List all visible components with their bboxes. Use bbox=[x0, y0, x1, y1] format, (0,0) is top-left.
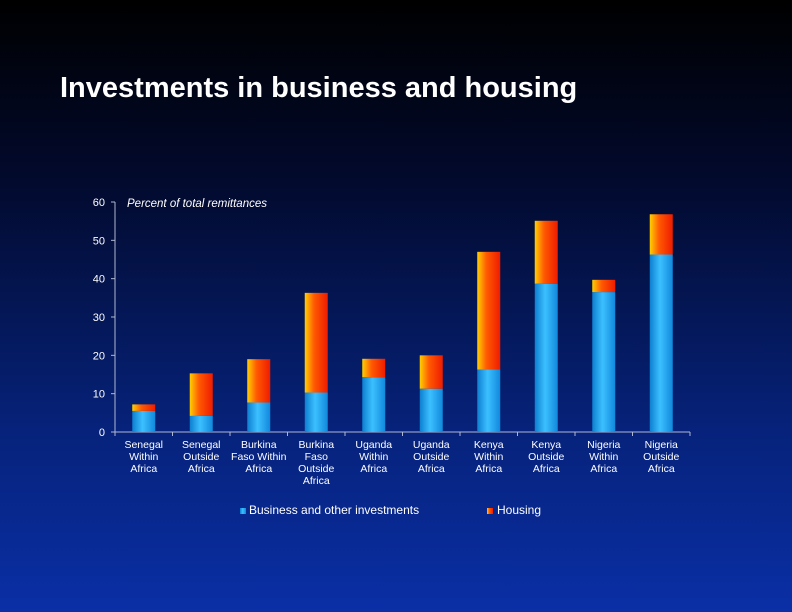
bar-housing bbox=[649, 214, 673, 255]
chart-legend: Business and other investments Housing bbox=[240, 503, 541, 517]
x-category-label: Nigeria Outside Africa bbox=[643, 439, 679, 475]
x-category-label-line: Africa bbox=[303, 475, 330, 487]
bar-housing bbox=[189, 373, 213, 416]
x-category-label-line: Burkina bbox=[241, 439, 277, 451]
bar-business bbox=[477, 369, 501, 432]
x-category-label-line: Senegal bbox=[124, 439, 163, 451]
x-category-label-line: Outside bbox=[643, 451, 679, 463]
x-category-label: Nigeria Within Africa bbox=[587, 439, 620, 475]
x-category-label-line: Africa bbox=[418, 463, 445, 475]
legend-swatch-business bbox=[240, 508, 246, 514]
x-category-label-line: Africa bbox=[130, 463, 157, 475]
bar-business bbox=[534, 283, 558, 432]
x-category-label-line: Africa bbox=[188, 463, 215, 475]
x-category-label-line: Faso Within bbox=[231, 451, 287, 463]
bar-business bbox=[649, 254, 673, 432]
x-category-label: Burkina Faso Outside Africa bbox=[298, 439, 334, 487]
x-category-label-line: Nigeria bbox=[645, 439, 678, 451]
bar-housing bbox=[247, 359, 271, 403]
x-category-label-line: Outside bbox=[183, 451, 219, 463]
y-tick-label: 30 bbox=[93, 312, 105, 324]
y-tick-label: 0 bbox=[99, 427, 105, 439]
x-category-label: Uganda Within Africa bbox=[355, 439, 392, 475]
y-tick-label: 50 bbox=[93, 235, 105, 247]
x-category-label: Kenya Within Africa bbox=[474, 439, 504, 475]
x-category-label-line: Africa bbox=[475, 463, 502, 475]
x-category-label-line: Kenya bbox=[474, 439, 504, 451]
x-category-label: Burkina Faso Within Africa bbox=[231, 439, 287, 475]
x-category-label-line: Uganda bbox=[355, 439, 392, 451]
x-category-label-line: Burkina bbox=[298, 439, 334, 451]
x-category-label-line: Africa bbox=[360, 463, 387, 475]
bar-housing bbox=[362, 358, 386, 378]
y-axis-label: Percent of total remittances bbox=[127, 198, 267, 210]
bar-business bbox=[132, 410, 156, 432]
bar-housing bbox=[592, 279, 616, 293]
legend-swatch-housing bbox=[487, 508, 493, 514]
x-category-label-line: Africa bbox=[533, 463, 560, 475]
bar-business bbox=[304, 392, 328, 432]
x-category-label: Senegal Within Africa bbox=[124, 439, 163, 475]
x-category-label-line: Within bbox=[589, 451, 618, 463]
chart-bars bbox=[132, 214, 673, 432]
bar-business bbox=[189, 415, 213, 432]
bar-housing bbox=[304, 292, 328, 393]
y-tick-label: 20 bbox=[93, 350, 105, 362]
x-category-label-line: Outside bbox=[298, 463, 334, 475]
x-category-label-line: Within bbox=[129, 451, 158, 463]
bar-housing bbox=[534, 220, 558, 284]
bar-business bbox=[592, 292, 616, 432]
x-category-label-line: Africa bbox=[245, 463, 272, 475]
x-category-label-line: Faso bbox=[305, 451, 329, 463]
slide-title: Investments in business and housing bbox=[60, 72, 578, 104]
x-category-label: Senegal Outside Africa bbox=[182, 439, 221, 475]
y-tick-label: 40 bbox=[93, 274, 105, 286]
x-category-label-line: Africa bbox=[590, 463, 617, 475]
x-category-label-line: Nigeria bbox=[587, 439, 620, 451]
x-category-label: Uganda Outside Africa bbox=[413, 439, 450, 475]
x-category-label-line: Within bbox=[474, 451, 503, 463]
y-tick-label: 60 bbox=[93, 197, 105, 209]
y-tick-label: 10 bbox=[93, 389, 105, 401]
x-category-label-line: Africa bbox=[648, 463, 675, 475]
x-category-label-line: Within bbox=[359, 451, 388, 463]
bar-business bbox=[362, 377, 386, 432]
bar-housing bbox=[477, 251, 501, 370]
bar-housing bbox=[132, 404, 156, 411]
x-category-label-line: Kenya bbox=[531, 439, 561, 451]
legend-label-housing: Housing bbox=[497, 503, 541, 517]
bar-business bbox=[247, 402, 271, 432]
legend-label-business: Business and other investments bbox=[249, 503, 419, 517]
x-category-label-line: Senegal bbox=[182, 439, 221, 451]
bar-housing bbox=[419, 355, 443, 389]
x-category-label: Kenya Outside Africa bbox=[528, 439, 564, 475]
bar-business bbox=[419, 388, 443, 432]
x-category-label-line: Uganda bbox=[413, 439, 450, 451]
x-category-label-line: Outside bbox=[528, 451, 564, 463]
x-category-label-line: Outside bbox=[413, 451, 449, 463]
